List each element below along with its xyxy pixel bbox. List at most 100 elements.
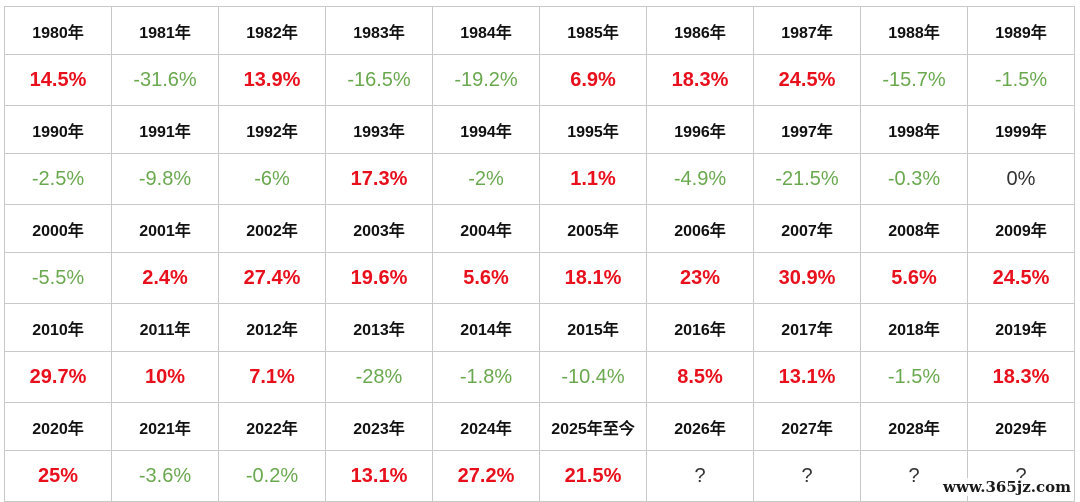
return-cell: -31.6% — [111, 54, 219, 106]
year-cell: 1982年 — [218, 6, 326, 55]
return-cell: 0% — [967, 153, 1075, 205]
return-cell: 30.9% — [753, 252, 861, 304]
year-cell: 2011年 — [111, 303, 219, 352]
year-cell: 2014年 — [432, 303, 540, 352]
return-cell: 2.4% — [111, 252, 219, 304]
year-cell: 1980年 — [4, 6, 112, 55]
year-cell: 1981年 — [111, 6, 219, 55]
return-cell: -16.5% — [325, 54, 433, 106]
year-cell: 2025年至今 — [539, 402, 647, 451]
year-row: 2000年 2001年 2002年 2003年 2004年 2005年 2006年 2007年… — [4, 204, 1075, 253]
year-cell: 1998年 — [860, 105, 968, 154]
year-row: 1990年 1991年 1992年 1993年 1994年 1995年 1996年 1997年… — [4, 105, 1075, 154]
return-cell: 14.5% — [4, 54, 112, 106]
return-cell: 21.5% — [539, 450, 647, 502]
year-cell: 2006年 — [646, 204, 754, 253]
return-cell: -19.2% — [432, 54, 540, 106]
return-cell: -10.4% — [539, 351, 647, 403]
year-cell: 2019年 — [967, 303, 1075, 352]
return-cell: 18.3% — [967, 351, 1075, 403]
year-cell: 2015年 — [539, 303, 647, 352]
year-cell: 2005年 — [539, 204, 647, 253]
return-cell: 8.5% — [646, 351, 754, 403]
return-cell: 19.6% — [325, 252, 433, 304]
return-cell: -5.5% — [4, 252, 112, 304]
year-cell: 1990年 — [4, 105, 112, 154]
return-row: -2.5% -9.8% -6% 17.3% -2% 1.1% -4.9% -21.5% -0.3… — [4, 153, 1075, 205]
year-cell: 2008年 — [860, 204, 968, 253]
year-cell: 2003年 — [325, 204, 433, 253]
return-cell: 18.3% — [646, 54, 754, 106]
return-row: -5.5% 2.4% 27.4% 19.6% 5.6% 18.1% 23% 30.9% 5.6%… — [4, 252, 1075, 304]
year-cell: 1988年 — [860, 6, 968, 55]
year-cell: 2026年 — [646, 402, 754, 451]
year-cell: 2028年 — [860, 402, 968, 451]
year-cell: 1985年 — [539, 6, 647, 55]
year-cell: 2012年 — [218, 303, 326, 352]
year-cell: 1999年 — [967, 105, 1075, 154]
year-cell: 2024年 — [432, 402, 540, 451]
return-cell: 18.1% — [539, 252, 647, 304]
return-cell: 13.9% — [218, 54, 326, 106]
return-cell: 7.1% — [218, 351, 326, 403]
site-watermark: www.365jz.com — [940, 478, 1074, 496]
return-cell: 25% — [4, 450, 112, 502]
return-cell: -15.7% — [860, 54, 968, 106]
year-cell: 2018年 — [860, 303, 968, 352]
year-cell: 1986年 — [646, 6, 754, 55]
return-cell: 1.1% — [539, 153, 647, 205]
return-cell: -9.8% — [111, 153, 219, 205]
return-row: 25% -3.6% -0.2% 13.1% 27.2% 21.5%???? — [4, 450, 1075, 502]
return-cell: 17.3% — [325, 153, 433, 205]
year-cell: 1995年 — [539, 105, 647, 154]
year-cell: 1989年 — [967, 6, 1075, 55]
year-cell: 1991年 — [111, 105, 219, 154]
return-cell: -1.8% — [432, 351, 540, 403]
year-cell: 1996年 — [646, 105, 754, 154]
year-cell: 2017年 — [753, 303, 861, 352]
year-cell: 2004年 — [432, 204, 540, 253]
return-cell: 24.5% — [967, 252, 1075, 304]
return-cell: -1.5% — [967, 54, 1075, 106]
year-cell: 1993年 — [325, 105, 433, 154]
return-cell: -2% — [432, 153, 540, 205]
annual-returns-table: 1980年 1981年 1982年 1983年 1984年 1985年 1986年 1987年… — [4, 6, 1075, 502]
year-cell: 1987年 — [753, 6, 861, 55]
return-row: 29.7% 10% 7.1% -28% -1.8% -10.4% 8.5% 13.1% -1.5… — [4, 351, 1075, 403]
year-cell: 2022年 — [218, 402, 326, 451]
return-row: 14.5% -31.6% 13.9% -16.5% -19.2% 6.9% 18.3% 24.… — [4, 54, 1075, 106]
return-cell: 5.6% — [432, 252, 540, 304]
return-cell: 13.1% — [325, 450, 433, 502]
year-cell: 2023年 — [325, 402, 433, 451]
year-cell: 2021年 — [111, 402, 219, 451]
return-cell: ? — [646, 450, 754, 502]
year-cell: 2007年 — [753, 204, 861, 253]
year-cell: 1997年 — [753, 105, 861, 154]
return-cell: -0.3% — [860, 153, 968, 205]
return-cell: 27.4% — [218, 252, 326, 304]
year-cell: 2029年 — [967, 402, 1075, 451]
year-cell: 1984年 — [432, 6, 540, 55]
return-cell: 29.7% — [4, 351, 112, 403]
year-cell: 2016年 — [646, 303, 754, 352]
year-cell: 1994年 — [432, 105, 540, 154]
return-cell: -4.9% — [646, 153, 754, 205]
year-cell: 2009年 — [967, 204, 1075, 253]
return-cell: 27.2% — [432, 450, 540, 502]
year-cell: 1992年 — [218, 105, 326, 154]
return-cell: -6% — [218, 153, 326, 205]
return-cell: -28% — [325, 351, 433, 403]
return-cell: 24.5% — [753, 54, 861, 106]
year-row: 1980年 1981年 1982年 1983年 1984年 1985年 1986年 1987年… — [4, 6, 1075, 55]
return-cell: 5.6% — [860, 252, 968, 304]
return-cell: 23% — [646, 252, 754, 304]
year-cell: 2001年 — [111, 204, 219, 253]
return-cell: -3.6% — [111, 450, 219, 502]
return-cell: 13.1% — [753, 351, 861, 403]
return-cell: -0.2% — [218, 450, 326, 502]
year-cell: 2000年 — [4, 204, 112, 253]
year-cell: 2020年 — [4, 402, 112, 451]
return-cell: 10% — [111, 351, 219, 403]
year-cell: 2010年 — [4, 303, 112, 352]
return-cell: -2.5% — [4, 153, 112, 205]
